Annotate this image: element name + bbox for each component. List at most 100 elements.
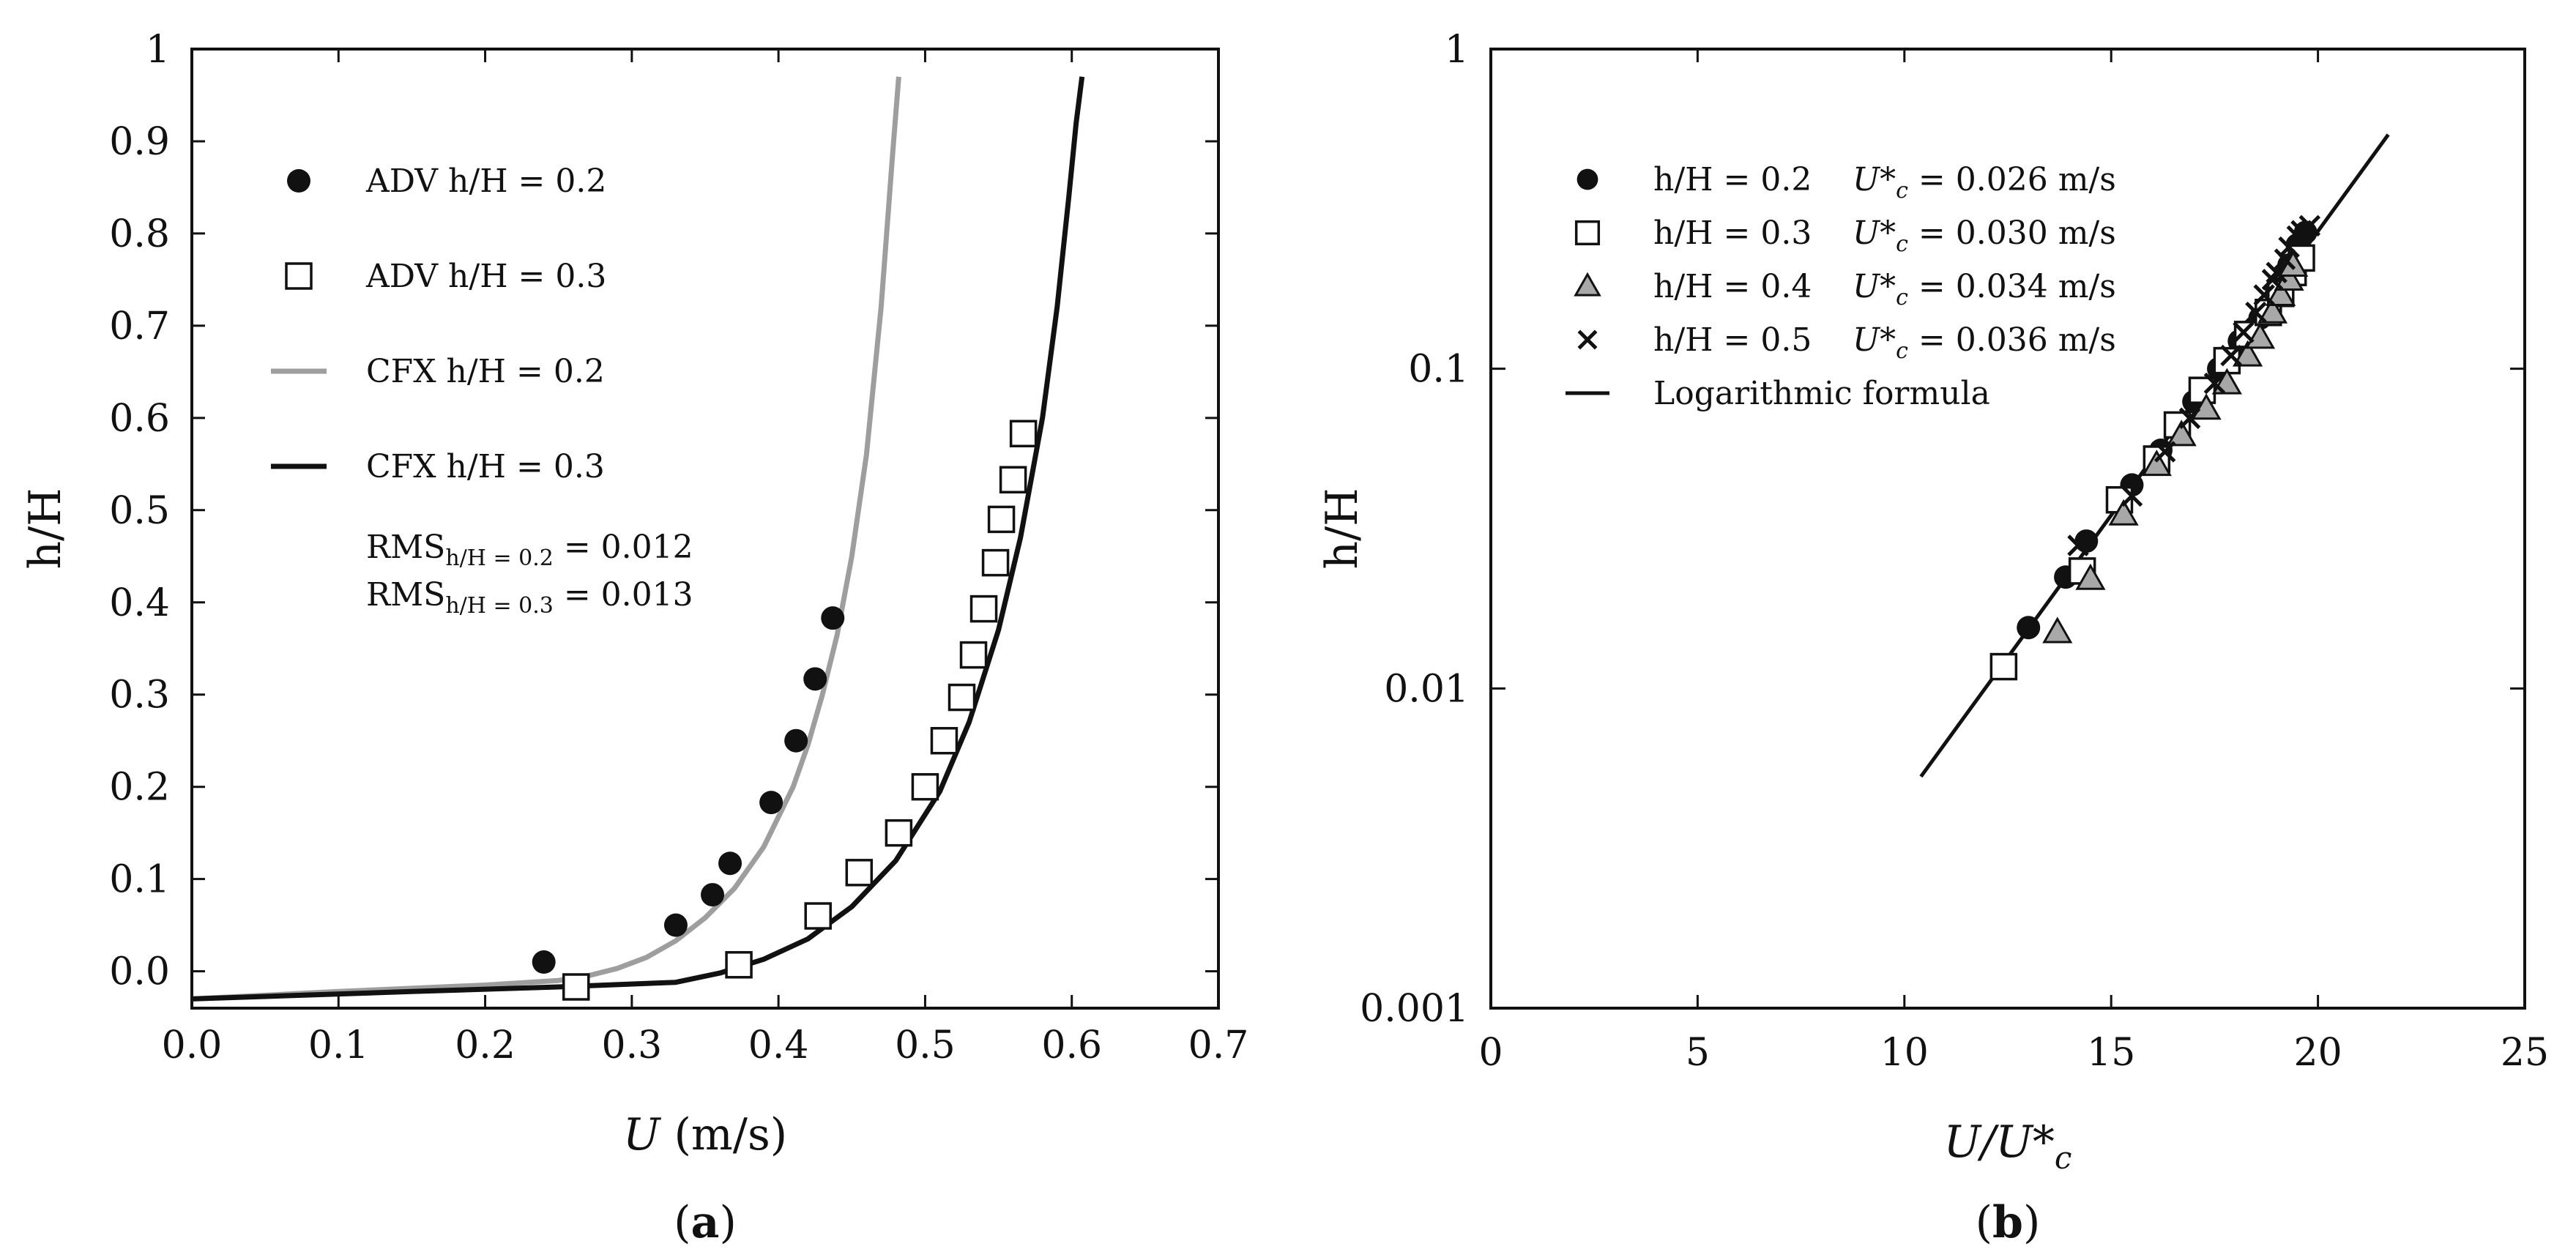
panel-a-series-line-cfx-03: [191, 76, 1085, 1002]
panel-a-y-tick-label: 0.2: [109, 766, 170, 810]
panel-a-legend-label: CFX h/H = 0.2: [366, 353, 605, 390]
panel-b-legend-ustar: U*c = 0.030 m/s: [1853, 215, 2116, 257]
panel-b-data-point-x: [2233, 321, 2255, 343]
panel-b-legend-ustar: U*c = 0.026 m/s: [1853, 161, 2116, 204]
panel-b-y-tick-label: 0.1: [1408, 348, 1469, 392]
panel-a-data-point-filled-circle: [784, 728, 808, 753]
panel-a-data-point-open-square: [987, 505, 1016, 534]
panel-b-legend-label: Logarithmic formula: [1653, 375, 1990, 412]
panel-a-y-tick-label: 1: [146, 28, 170, 72]
panel-b-chart: 0 5 10 15 20 25 0.001 0.01 0.1 1 h/H = 0.2 U*c = 0…: [1317, 28, 2549, 1248]
panel-b-legend-marker: [1577, 329, 1598, 350]
panel-b-data-point-x: [2253, 284, 2275, 306]
panel-b-data-point-gray-triangle: [2166, 420, 2197, 447]
panel-b-data-point-gray-triangle: [2266, 280, 2296, 307]
panel-a-x-tick-label: 0.3: [602, 1024, 663, 1067]
panel-a-data-point-filled-circle: [701, 883, 725, 907]
panel-b-legend-marker: [1574, 220, 1601, 246]
panel-b-x-tick-label: 0: [1478, 1031, 1503, 1075]
panel-b-x-tick-label: 15: [2087, 1031, 2135, 1075]
panel-b-y-tick-label: 1: [1445, 28, 1469, 72]
panel-a-data-point-filled-circle: [759, 791, 783, 815]
panel-b-data-point-gray-triangle: [2108, 499, 2139, 526]
panel-a-label: (a): [674, 1197, 737, 1248]
panel-b-y-axis-label: h/H: [1317, 488, 1368, 569]
panel-b-data-point-x: [2067, 534, 2089, 556]
panel-a-legend-label: ADV h/H = 0.3: [365, 258, 606, 295]
panel-a-x-tick-label: 0.2: [455, 1024, 515, 1067]
panel-a-legend-marker: [287, 169, 310, 193]
panel-a-chart: 0.0 0.1 0.2 0.3 0.4 0.5 0.6 0.7 0.0 0.1 0.2 0.3 0.4 0…: [20, 28, 1248, 1248]
panel-a-data-point-open-square: [562, 973, 590, 1001]
panel-a-legend-marker: [285, 262, 313, 290]
panel-a-y-tick-label: 0.3: [109, 674, 170, 717]
panel-b-legend-label: h/H = 0.5: [1653, 321, 1812, 359]
panel-b-x-tick-label: 25: [2501, 1031, 2549, 1075]
panel-a-data-point-filled-circle: [663, 913, 688, 937]
panel-a-y-tick-label: 0.5: [109, 489, 170, 533]
panel-a-data-point-filled-circle: [821, 606, 845, 630]
panel-a-legend-label: CFX h/H = 0.3: [366, 448, 605, 485]
panel-b-x-tick-label: 5: [1686, 1031, 1710, 1075]
panel-a-x-tick-label: 0.0: [162, 1024, 223, 1067]
panel-a-data-point-filled-circle: [803, 667, 827, 691]
panel-b-data-point-x: [2178, 407, 2201, 430]
panel-b-data-point-filled-circle: [2017, 616, 2041, 640]
panel-a-data-point-open-square: [969, 594, 998, 623]
panel-a-x-axis-label: U (m/s): [623, 1109, 787, 1160]
panel-a-x-tick-label: 0.1: [308, 1024, 369, 1067]
panel-a-y-axis-label: h/H: [20, 488, 71, 569]
panel-b-data-point-gray-triangle: [2141, 450, 2172, 477]
panel-a-data-point-open-square: [999, 466, 1027, 493]
panel-b-x-axis-label: U/U*c: [1944, 1117, 2072, 1176]
panel-a-data-point-filled-circle: [718, 851, 742, 876]
panel-b-data-point-x: [2278, 236, 2300, 258]
panel-a-data-point-open-square: [948, 683, 976, 712]
panel-b-data-point-x: [2154, 441, 2176, 463]
panel-a-data-point-open-square: [885, 819, 913, 847]
panel-a-y-tick-label: 0.4: [109, 581, 170, 625]
panel-a-data-point-open-square: [725, 951, 753, 979]
panel-b-y-tick-label: 0.001: [1360, 987, 1469, 1031]
panel-a-rms-annotation: RMSh/H = 0.2 = 0.012: [366, 529, 693, 571]
panel-a-x-tick-label: 0.5: [895, 1024, 956, 1067]
panel-a-x-tick-label: 0.4: [748, 1024, 809, 1067]
panel-b-x-tick-label: 20: [2294, 1031, 2342, 1075]
panel-b-plot-frame: [1489, 48, 2526, 1010]
panel-b-data-point-x: [2274, 248, 2296, 270]
panel-b-legend-label: h/H = 0.3: [1653, 215, 1812, 252]
panel-a-legend-label: ADV h/H = 0.2: [365, 163, 606, 200]
panel-b-data-point-x: [2220, 344, 2242, 367]
panel-b-data-point-gray-triangle: [2042, 616, 2073, 644]
panel-a-plot-frame: [190, 48, 1220, 1010]
panel-b-data-point-gray-triangle: [2257, 297, 2288, 324]
panel-b-data-point-x: [2266, 261, 2287, 283]
panel-a-data-point-open-square: [959, 641, 988, 669]
panel-b-data-point-x: [2298, 215, 2321, 237]
panel-a-data-point-open-square: [1009, 420, 1038, 448]
panel-a-y-tick-label: 0.9: [109, 120, 170, 164]
panel-a-y-tick-label: 0.6: [109, 397, 170, 441]
panel-a-x-tick-label: 0.6: [1041, 1024, 1102, 1067]
panel-b-legend-marker: [1577, 168, 1598, 190]
panel-b-data-point-x: [2203, 372, 2226, 395]
panel-b-data-point-filled-circle: [2074, 529, 2099, 553]
panel-a-data-point-filled-circle: [532, 950, 556, 974]
panel-a-data-point-open-square: [981, 548, 1010, 577]
panel-a-x-tick-label: 0.7: [1188, 1024, 1249, 1067]
panel-b-data-point-gray-triangle: [2232, 340, 2263, 367]
panel-b-legend-label: h/H = 0.4: [1653, 268, 1812, 305]
panel-b-legend-ustar: U*c = 0.034 m/s: [1853, 268, 2116, 310]
panel-a-data-point-open-square: [911, 772, 939, 801]
panel-a-y-tick-label: 0.8: [109, 212, 170, 256]
panel-a-series-line-cfx-02: [191, 76, 901, 1002]
panel-b-legend-marker: [1574, 272, 1601, 297]
panel-a-data-point-open-square: [930, 726, 958, 755]
panel-b-data-point-gray-triangle: [2244, 322, 2276, 349]
panel-a-data-point-open-square: [804, 902, 832, 930]
panel-b-x-tick-label: 10: [1880, 1031, 1929, 1075]
panel-b-data-point-gray-triangle: [2191, 393, 2222, 420]
panel-a-y-tick-label: 0.7: [109, 305, 170, 348]
panel-b-label: (b): [1976, 1197, 2041, 1248]
